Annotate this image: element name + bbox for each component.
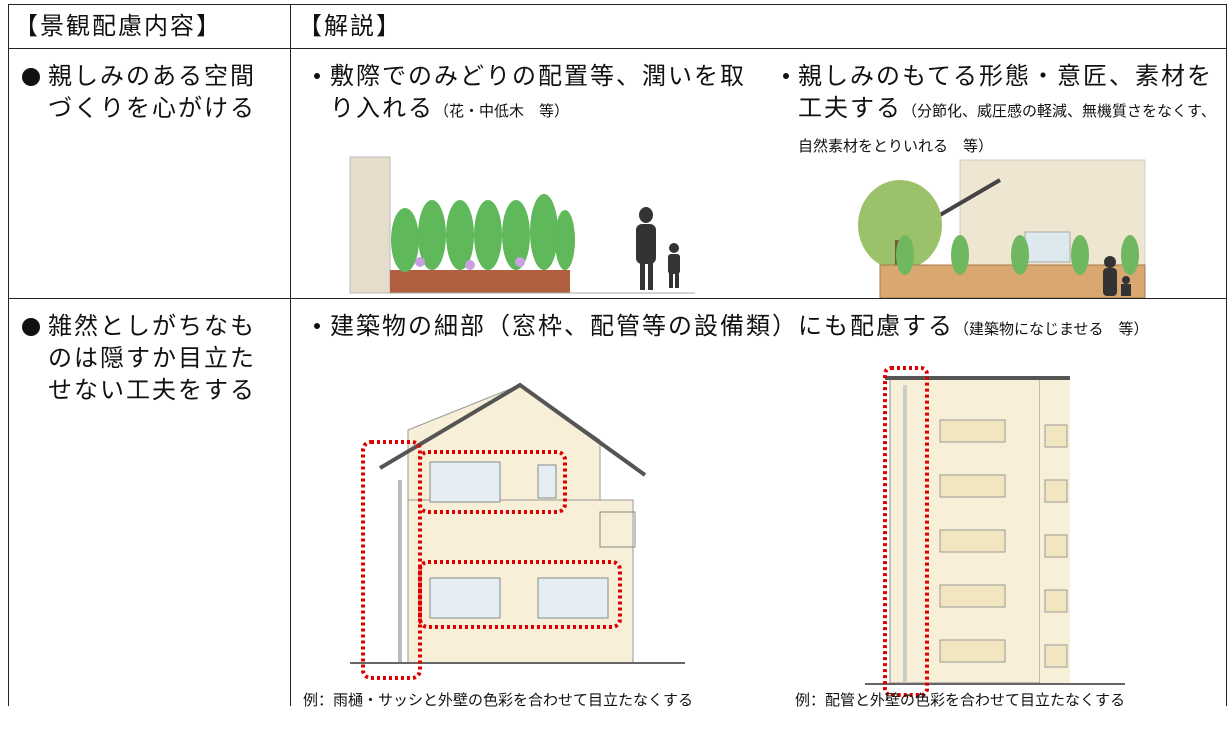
border: [8, 4, 1227, 5]
item-text: 雑然としがちなものは隠すか目立たせない工夫をする: [48, 312, 256, 404]
note-text: 敷際でのみどりの配置等、潤いを取り入れる: [330, 62, 746, 122]
note-detail: （花・中低木 等）: [434, 102, 570, 120]
caption: 例：配管と外壁の色彩を合わせて目立たなくする: [795, 691, 1126, 709]
bullet: [783, 73, 789, 79]
note-detail: （建築物になじませる 等）: [954, 320, 1149, 338]
border: [1226, 4, 1227, 706]
note: 親しみのもてる形態・意匠、素材を工夫する（分節化、威圧感の軽減、無機質さをなくす…: [798, 60, 1223, 162]
header-cell: 【景観配慮内容】: [14, 12, 222, 40]
bullet: [22, 68, 40, 86]
note: 敷際でのみどりの配置等、潤いを取り入れる（花・中低木 等）: [330, 60, 750, 127]
bullet: [314, 73, 320, 79]
border: [8, 4, 9, 706]
border: [8, 298, 1227, 299]
border: [290, 4, 291, 706]
note-text: 親しみのもてる形態・意匠、素材を工夫する: [798, 62, 1214, 122]
caption: 例：雨樋・サッシと外壁の色彩を合わせて目立たなくする: [303, 691, 694, 709]
header-cell: 【解説】: [298, 12, 402, 40]
border: [8, 48, 1227, 49]
note-text: 建築物の細部（窓枠、配管等の設備類）にも配慮する: [330, 312, 954, 340]
note-detail: （分節化、威圧感の軽減、無機質さをなくす、自然素材をとりいれる 等）: [798, 102, 1216, 155]
bullet: [22, 318, 40, 336]
item-text: 親しみのある空間づくりを心がける: [48, 62, 256, 122]
bullet: [314, 323, 320, 329]
note: 建築物の細部（窓枠、配管等の設備類）にも配慮する（建築物になじませる 等）: [330, 310, 1225, 345]
